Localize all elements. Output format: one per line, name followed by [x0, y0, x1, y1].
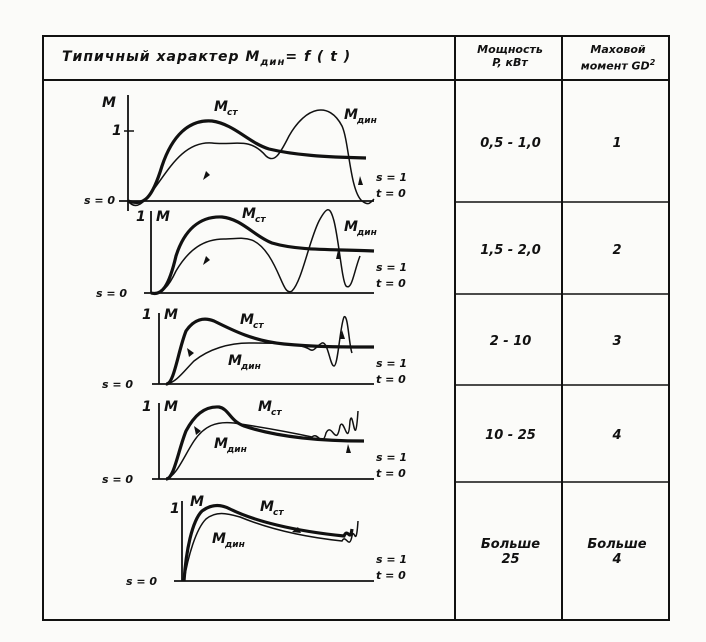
graph-4-m-din-curve — [165, 410, 359, 480]
graph-2-m-st-curve — [150, 215, 375, 296]
graph-1-m-label: M — [102, 95, 116, 111]
row2-power: 1,5 - 2,0 — [480, 242, 541, 258]
graph-2-m-din-curve — [150, 209, 361, 294]
row5-moment-line1: Больше — [587, 536, 647, 552]
graph-4-m-din-sub: дин — [226, 445, 247, 455]
row4-power: 10 - 25 — [485, 428, 536, 443]
graph-1-m-din-curve — [127, 109, 375, 207]
graph-2-s0-label: s = 0 — [96, 287, 127, 300]
graph-1-m-din-sub: дин — [356, 116, 377, 126]
graph-5-s0-label: s = 0 — [126, 575, 157, 588]
graph-2-m-st-label: M — [242, 206, 256, 222]
graph-4-m-label: M — [164, 399, 178, 415]
header-power-line2: P, кВт — [492, 56, 528, 69]
graph-4-m-din-label: M — [214, 436, 228, 452]
graph-5-m-st-label: M — [260, 499, 274, 515]
header-power-column: Мощность P, кВт — [460, 43, 560, 69]
header-graph-text: Типичный характер M — [62, 49, 261, 65]
graph-2-s1-label: s = 1 — [376, 261, 407, 274]
graph-4-m-st-curve — [165, 405, 365, 481]
graph-2: 1 M M ст M дин s = 0 s = 1 t = 0 — [96, 206, 407, 300]
header-moment-column: Маховой момент GD2 — [566, 43, 670, 73]
header-moment-line2: момент GD — [580, 59, 650, 73]
graph-3-t0-label: t = 0 — [376, 373, 406, 386]
graph-3-one-label: 1 — [142, 307, 152, 323]
graph-4-m-st-label: M — [258, 399, 272, 415]
graph-1-s1-label: s = 1 — [376, 171, 407, 184]
graph-2-t0-label: t = 0 — [376, 277, 406, 290]
graph-5-one-label: 1 — [170, 501, 180, 517]
row5-power-line2: 25 — [501, 551, 520, 567]
graph-5-t0-label: t = 0 — [376, 569, 406, 582]
graph-4-s0-label: s = 0 — [102, 473, 133, 486]
characteristics-table: Типичный характер Mдин= f ( t ) Мощность… — [42, 35, 670, 621]
graph-2-one-label: 1 — [136, 209, 146, 225]
graph-4-m-st-sub: ст — [271, 408, 282, 418]
row1-moment: 1 — [612, 135, 622, 151]
graph-3-m-din-label: M — [228, 353, 242, 369]
row3-moment: 3 — [612, 334, 622, 349]
torque-graphs: M 1 M ст M дин s = 0 s = 1 t = 0 1 M — [84, 95, 407, 588]
graph-5-m-st-curve — [182, 503, 354, 582]
header-moment-line1: Маховой — [590, 43, 646, 56]
header-graph-column: Типичный характер Mдин= f ( t ) — [62, 49, 351, 68]
graph-1-m-st-label: M — [214, 99, 228, 115]
graph-3-m-st-curve — [165, 317, 375, 386]
graph-4-t0-label: t = 0 — [376, 467, 406, 480]
graph-3-m-label: M — [164, 307, 178, 323]
graph-1-t0-label: t = 0 — [376, 187, 406, 200]
graph-2-m-din-sub: дин — [356, 228, 377, 238]
row2-moment: 2 — [612, 242, 622, 258]
graph-1-s0-label: s = 0 — [84, 194, 115, 207]
row5-moment-line2: 4 — [612, 551, 622, 567]
graph-5-m-din-curve — [183, 512, 359, 582]
graph-5: 1 M M ст M дин s = 0 s = 1 t = 0 — [126, 494, 407, 588]
graph-3-m-st-sub: ст — [253, 321, 264, 331]
graph-5-m-din-label: M — [212, 531, 226, 547]
graph-5-m-label: M — [190, 494, 204, 510]
graph-1-m-din-label: M — [344, 107, 358, 123]
row5-power: Больше 25 — [457, 484, 564, 619]
graph-3: 1 M M ст M дин s = 0 s = 1 t = 0 — [102, 307, 407, 391]
graph-3-m-din-sub: дин — [240, 362, 261, 372]
header-power-line1: Мощность — [477, 43, 543, 56]
header-moment-superscript: 2 — [649, 58, 656, 67]
graph-1: M 1 M ст M дин s = 0 s = 1 t = 0 — [84, 95, 407, 211]
graph-1-m-st-sub: ст — [227, 108, 238, 118]
graph-1-m-st-curve — [127, 119, 367, 204]
graph-5-m-st-sub: ст — [273, 508, 284, 518]
graph-3-m-din-curve — [165, 316, 353, 385]
graph-3-s1-label: s = 1 — [376, 357, 407, 370]
graph-3-m-st-label: M — [240, 312, 254, 328]
row5-power-line1: Больше — [480, 536, 541, 552]
header-graph-subscript: дин — [260, 56, 286, 68]
row3-power: 2 - 10 — [489, 334, 532, 349]
graph-5-s1-label: s = 1 — [376, 553, 407, 566]
table-grid — [42, 35, 670, 621]
row4-moment: 4 — [612, 428, 622, 443]
graph-1-one-label: 1 — [112, 123, 122, 139]
row1-power: 0,5 - 1,0 — [480, 135, 541, 151]
graph-5-m-din-sub: дин — [224, 540, 245, 550]
graph-3-s0-label: s = 0 — [102, 378, 133, 391]
graph-2-m-din-label: M — [344, 219, 358, 235]
graph-2-m-label: M — [156, 209, 170, 225]
graph-4: 1 M M ст M дин s = 0 s = 1 t = 0 — [102, 399, 407, 486]
graph-4-one-label: 1 — [142, 399, 152, 415]
header-graph-tail: = f ( t ) — [285, 49, 352, 65]
graph-2-m-st-sub: ст — [255, 215, 266, 225]
graph-4-s1-label: s = 1 — [376, 451, 407, 464]
row5-moment: Больше 4 — [564, 484, 670, 619]
